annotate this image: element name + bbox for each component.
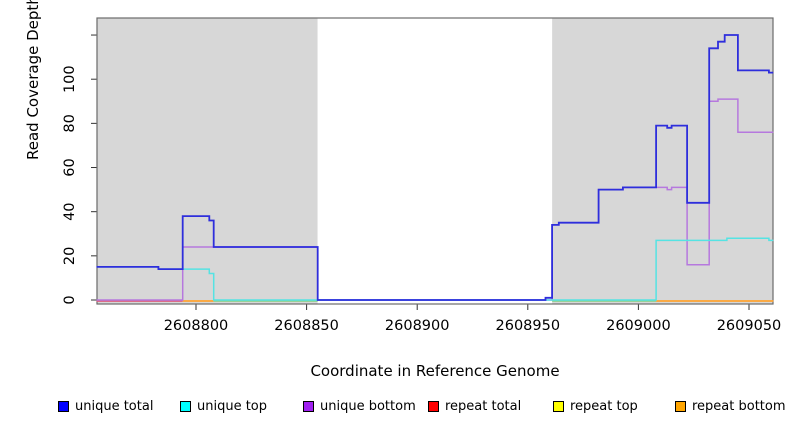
legend-label: repeat total <box>445 399 522 414</box>
legend-label: unique total <box>75 399 154 414</box>
x-tick-label: 2609000 <box>606 318 671 334</box>
y-axis-title: Read Coverage Depth <box>24 0 42 160</box>
legend-swatch-icon <box>428 401 439 412</box>
plot-box <box>96 17 774 305</box>
y-tick-label: 20 <box>62 247 78 265</box>
x-tick-label: 2608850 <box>274 318 339 334</box>
legend-swatch-icon <box>180 401 191 412</box>
y-tick-label: 60 <box>62 158 78 176</box>
y-tick-label: 80 <box>62 114 78 132</box>
x-axis-title: Coordinate in Reference Genome <box>310 362 560 380</box>
legend-swatch-icon <box>675 401 686 412</box>
plot-legend: unique total unique top unique bottom repea… <box>0 398 792 420</box>
x-tick-label: 2608950 <box>496 318 561 334</box>
y-axis-title-wrap: Read Coverage Depth <box>24 0 42 160</box>
legend-label: repeat top <box>570 399 638 414</box>
legend-label: unique top <box>197 399 268 414</box>
x-tick-label: 2608800 <box>164 318 229 334</box>
plot-region-unmasked-gap <box>317 18 553 304</box>
legend-swatch-icon <box>553 401 564 412</box>
x-tick-label: 2609050 <box>717 318 782 334</box>
legend-swatch-icon <box>303 401 314 412</box>
y-tick-label: 100 <box>62 65 78 93</box>
legend-label: repeat bottom <box>692 399 786 414</box>
legend-swatch-icon <box>58 401 69 412</box>
y-tick-label: 40 <box>62 202 78 220</box>
plot-region-masked-left <box>96 18 318 304</box>
plot-region-masked-right <box>552 18 774 304</box>
x-tick-label: 2608900 <box>385 318 450 334</box>
legend-label: unique bottom <box>320 399 416 414</box>
series-line-unique-total <box>96 34 774 301</box>
y-tick-label: 0 <box>62 295 78 304</box>
